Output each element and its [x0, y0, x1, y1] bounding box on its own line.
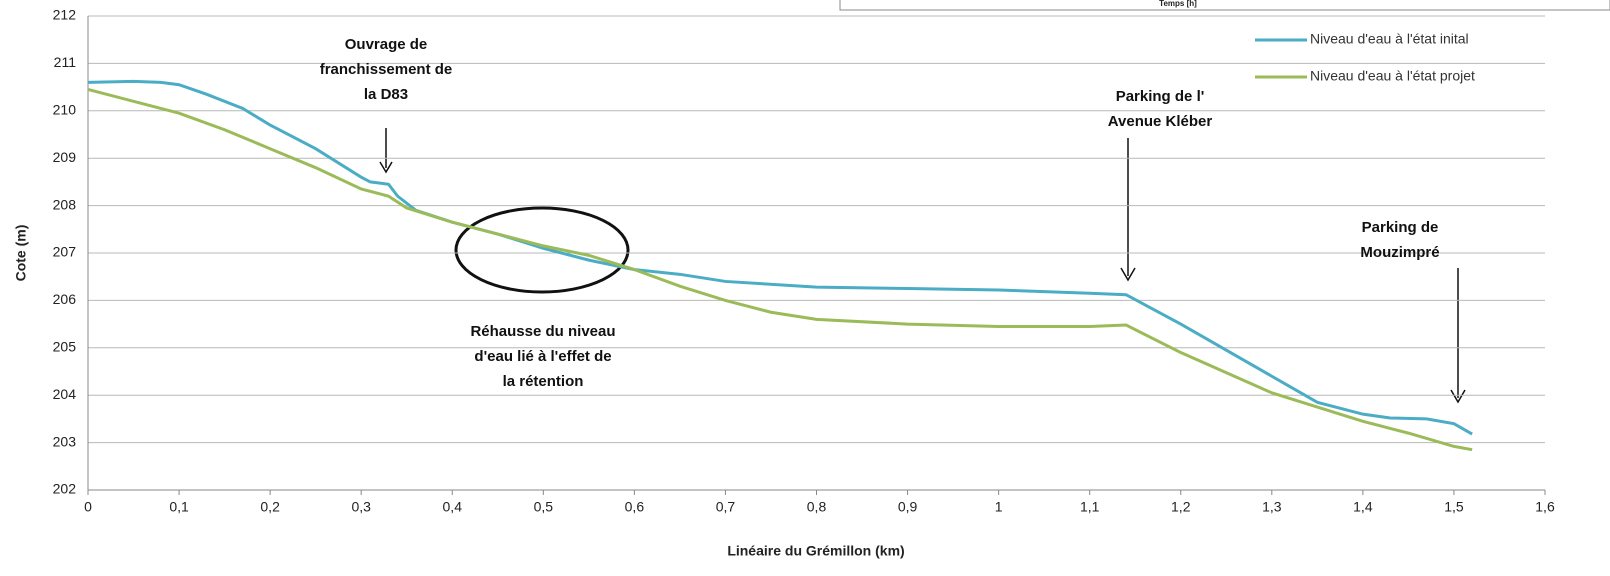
legend-label: Niveau d'eau à l'état projet: [1310, 68, 1475, 84]
legend-label: Niveau d'eau à l'état inital: [1310, 31, 1469, 47]
x-tick-label: 1,6: [1535, 499, 1555, 515]
annotation: d'eau lié à l'effet de: [474, 348, 611, 365]
annotation: la rétention: [503, 373, 584, 390]
x-tick-label: 0,3: [351, 499, 371, 515]
y-tick-label: 210: [53, 102, 77, 118]
x-tick-label: 1,4: [1353, 499, 1373, 515]
x-tick-label: 0,5: [534, 499, 554, 515]
y-tick-label: 208: [53, 196, 77, 212]
y-tick-label: 211: [54, 54, 77, 70]
x-tick-label: 1: [995, 499, 1003, 515]
annotation: Ouvrage de: [345, 36, 428, 53]
annotation: Réhausse du niveau: [470, 323, 615, 340]
header-fragment: Temps [h]: [1159, 0, 1197, 8]
annotation: Parking de: [1362, 219, 1439, 236]
y-tick-label: 206: [53, 291, 77, 307]
y-tick-label: 203: [53, 433, 77, 449]
y-axis-label: Cote (m): [13, 225, 29, 282]
arrows: [379, 128, 1466, 404]
annotation: franchissement de: [320, 61, 453, 78]
x-tick-label: 0,2: [260, 499, 280, 515]
x-tick-label: 1,2: [1171, 499, 1191, 515]
series-line: [87, 79, 1473, 436]
series-line: [87, 88, 1473, 452]
highlight-ellipse: [454, 206, 630, 294]
x-tick-label: 0,4: [443, 499, 463, 515]
x-tick-label: 0,8: [807, 499, 827, 515]
x-tick-label: 0,7: [716, 499, 736, 515]
x-tick-label: 0,1: [169, 499, 189, 515]
annotation: la D83: [364, 86, 408, 103]
y-tick-label: 202: [53, 481, 77, 497]
annotation: Parking de l': [1116, 88, 1205, 105]
x-tick-label: 1,5: [1444, 499, 1464, 515]
x-tick-label: 0,9: [898, 499, 918, 515]
annotation: Mouzimpré: [1360, 244, 1439, 261]
y-tick-label: 205: [53, 339, 77, 355]
y-tick-label: 207: [53, 244, 77, 260]
x-tick-label: 0: [84, 499, 92, 515]
x-tick-label: 0,6: [625, 499, 645, 515]
y-tick-label: 209: [53, 149, 77, 165]
y-tick-label: 204: [53, 386, 77, 402]
x-tick-label: 1,3: [1262, 499, 1282, 515]
annotation: Avenue Kléber: [1108, 113, 1213, 130]
y-tick-label: 212: [53, 7, 77, 23]
header-box: [839, 0, 1610, 11]
x-axis-label: Linéaire du Grémillon (km): [727, 543, 904, 559]
x-tick-label: 1,1: [1080, 499, 1100, 515]
